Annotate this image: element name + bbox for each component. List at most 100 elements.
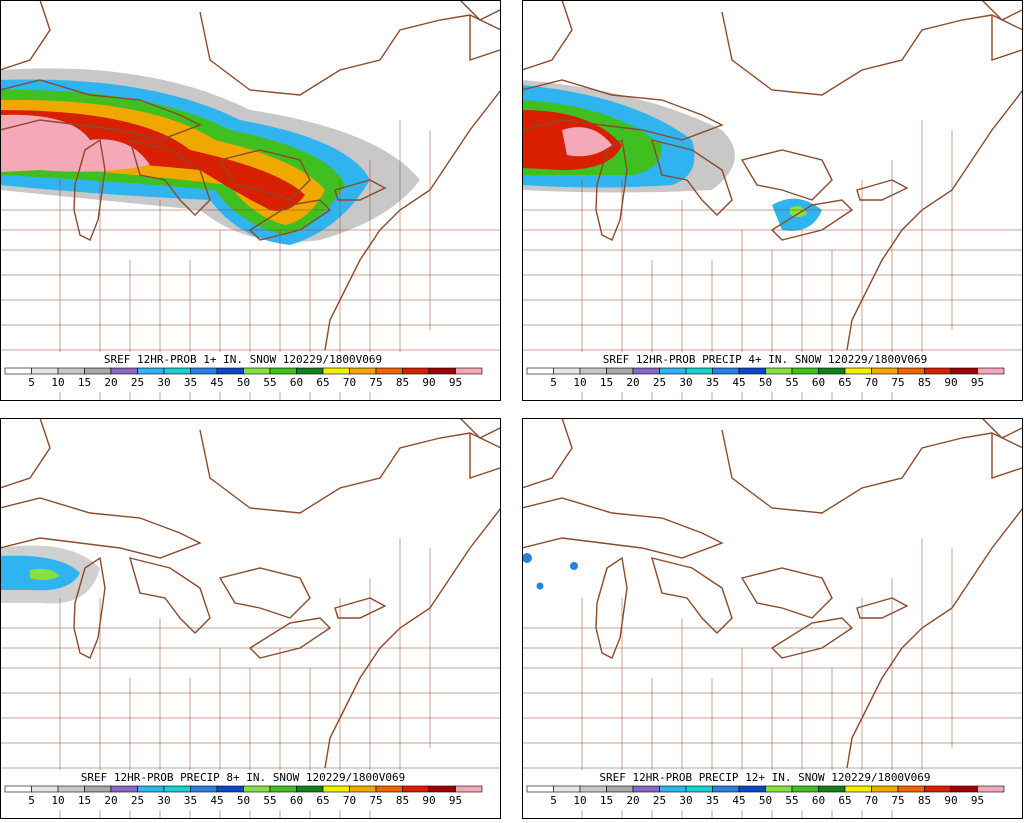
legend-label: 65 (316, 794, 329, 807)
legend-label: 95 (971, 794, 984, 807)
legend-label: 20 (626, 376, 639, 389)
legend-swatch (375, 785, 403, 793)
legend-swatch (243, 367, 271, 375)
legend-swatch (57, 367, 85, 375)
legend-label: 65 (838, 376, 851, 389)
legend-label: 50 (759, 794, 772, 807)
legend-swatch (349, 367, 377, 375)
map-area (0, 0, 501, 401)
legend-label: 55 (263, 794, 276, 807)
legend-swatch (216, 785, 244, 793)
legend-label: 70 (343, 376, 356, 389)
map-panel: SREF 12HR-PROB PRECIP 4+ IN. SNOW 120229… (522, 0, 1023, 401)
legend-label: 50 (759, 376, 772, 389)
legend-swatch (685, 367, 713, 375)
legend-label: 20 (104, 794, 117, 807)
legend-swatch (844, 367, 872, 375)
legend-label: 25 (131, 376, 144, 389)
panel-title: SREF 12HR-PROB PRECIP 4+ IN. SNOW 120229… (603, 353, 928, 366)
legend-swatch (190, 785, 218, 793)
legend-swatch (924, 367, 952, 375)
legend-swatch (844, 785, 872, 793)
legend-swatch (738, 785, 766, 793)
map-panel: SREF 12HR-PROB PRECIP 8+ IN. SNOW 120229… (0, 418, 501, 819)
legend-label: 60 (812, 794, 825, 807)
legend-label: 55 (263, 376, 276, 389)
legend-label: 70 (865, 794, 878, 807)
legend-swatch (606, 367, 634, 375)
legend-label: 5 (28, 794, 35, 807)
legend-swatch (375, 367, 403, 375)
legend-label: 30 (157, 794, 170, 807)
legend-swatch (269, 785, 297, 793)
snow-probability (0, 545, 100, 604)
legend-label: 60 (290, 376, 303, 389)
legend-label: 60 (290, 794, 303, 807)
legend-label: 25 (131, 794, 144, 807)
legend-label: 45 (732, 376, 745, 389)
legend-swatch (110, 785, 138, 793)
legend-swatch (110, 367, 138, 375)
legend-label: 95 (971, 376, 984, 389)
legend-swatch (765, 367, 793, 375)
legend-label: 75 (891, 376, 904, 389)
legend-swatch (897, 367, 925, 375)
legend-swatch (818, 785, 846, 793)
legend-label: 95 (449, 794, 462, 807)
legend-swatch (322, 367, 350, 375)
legend-label: 85 (918, 376, 931, 389)
basemap (522, 0, 1023, 401)
legend-swatch (296, 367, 324, 375)
legend-label: 75 (891, 794, 904, 807)
legend-label: 50 (237, 794, 250, 807)
legend-swatch (606, 785, 634, 793)
panel-border (0, 418, 501, 819)
legend-swatch (428, 785, 456, 793)
basemap (0, 418, 501, 819)
legend-swatch (84, 785, 112, 793)
legend-swatch (428, 367, 456, 375)
legend-swatch (579, 785, 607, 793)
legend-label: 35 (184, 376, 197, 389)
legend-label: 10 (573, 376, 586, 389)
legend-label: 60 (812, 376, 825, 389)
snow-probability (522, 80, 822, 231)
map-panel: SREF 12HR-PROB 1+ IN. SNOW 120229/1800V0… (0, 0, 501, 401)
legend-label: 20 (104, 376, 117, 389)
map-panel: SREF 12HR-PROB PRECIP 12+ IN. SNOW 12022… (522, 418, 1023, 819)
legend-label: 15 (78, 794, 91, 807)
legend-label: 10 (573, 794, 586, 807)
legend-swatch (553, 367, 581, 375)
panel-border (0, 0, 501, 401)
legend-label: 85 (396, 794, 409, 807)
legend-swatch (553, 785, 581, 793)
legend-label: 85 (396, 376, 409, 389)
legend-swatch (526, 367, 554, 375)
legend-label: 5 (28, 376, 35, 389)
legend-label: 15 (600, 794, 613, 807)
panel-border (522, 418, 1023, 819)
legend-swatch (296, 785, 324, 793)
legend-swatch (977, 367, 1005, 375)
legend-label: 45 (210, 376, 223, 389)
legend-swatch (765, 785, 793, 793)
legend-swatch (190, 367, 218, 375)
panel-border (522, 0, 1023, 401)
legend-label: 35 (706, 794, 719, 807)
legend-swatch (712, 785, 740, 793)
legend-swatch (57, 785, 85, 793)
legend-label: 90 (422, 376, 435, 389)
legend-label: 35 (706, 376, 719, 389)
legend-label: 5 (550, 376, 557, 389)
legend-label: 20 (626, 794, 639, 807)
legend-swatch (349, 785, 377, 793)
legend-label: 85 (918, 794, 931, 807)
legend-swatch (269, 367, 297, 375)
legend-label: 55 (785, 376, 798, 389)
legend-label: 45 (732, 794, 745, 807)
legend-label: 30 (679, 376, 692, 389)
legend-label: 95 (449, 376, 462, 389)
legend-label: 65 (838, 794, 851, 807)
legend-swatch (31, 785, 59, 793)
